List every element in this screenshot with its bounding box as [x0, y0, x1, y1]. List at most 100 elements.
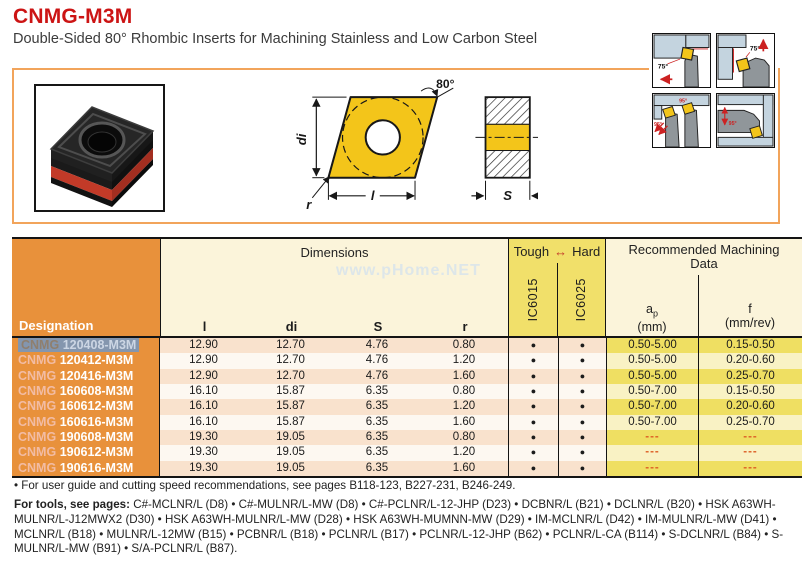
tough-label: Tough — [513, 244, 550, 259]
tools-note: For tools, see pages: C#-MCLNR/L (D8) • … — [14, 498, 802, 557]
holder-angle-label: 95° — [729, 121, 737, 127]
grade-dot-ic6025: ● — [558, 429, 606, 446]
table-row: CNMG 160608-M3M 16.10 15.87 6.35 0.80 ● … — [12, 383, 802, 400]
tough-hard-arrow-icon: ↔ — [554, 244, 568, 259]
holder-diagram-internal-boring: 95° — [716, 93, 775, 148]
grade-dot-ic6015: ● — [508, 414, 558, 430]
designation-cell: CNMG 190616-M3M — [12, 460, 160, 476]
grades-header-cell: Tough ↔ Hard IC6015 IC6025 — [508, 239, 606, 336]
cell-r: 0.80 — [420, 338, 508, 354]
cell-r: 0.80 — [420, 383, 508, 400]
holder-angle-label: 95° — [679, 99, 687, 105]
designation-cell: CNMG 120408-M3M — [12, 338, 160, 354]
grade-dot-ic6025: ● — [558, 399, 606, 415]
cell-f: 0.15-0.50 — [698, 383, 802, 400]
insert-drawing: 80° di l r S — [294, 77, 538, 212]
col-header-r: r — [462, 319, 468, 334]
col-header-l: l — [202, 319, 207, 334]
cell-s: 6.35 — [334, 429, 420, 446]
designation-cell: CNMG 160616-M3M — [12, 414, 160, 430]
machining-data-header-label: Recommended Machining Data — [628, 242, 780, 271]
cell-l: 16.10 — [160, 414, 247, 430]
cell-f: 0.20-0.60 — [698, 399, 802, 415]
user-guide-note: • For user guide and cutting speed recom… — [14, 479, 516, 492]
cell-l: 12.90 — [160, 353, 247, 369]
holder-angle-label: 75° — [750, 44, 760, 52]
page-subtitle: Double-Sided 80° Rhombic Inserts for Mac… — [13, 31, 538, 47]
cell-s: 6.35 — [334, 460, 420, 476]
cell-l: 19.30 — [160, 460, 247, 476]
tools-note-body: C#-MCLNR/L (D8) • C#-MULNR/L-MW (D8) • C… — [14, 498, 784, 556]
cell-ap: 0.50-7.00 — [606, 383, 698, 400]
cell-l: 16.10 — [160, 399, 247, 415]
cell-f: --- — [698, 429, 802, 446]
cell-di: 12.70 — [247, 338, 334, 354]
grade-dot-ic6015: ● — [508, 399, 558, 415]
grade-dot-ic6025: ● — [558, 460, 606, 476]
grade-header-ic6025: IC6025 — [574, 277, 588, 322]
length-label: l — [371, 188, 375, 203]
grade-dot-ic6015: ● — [508, 353, 558, 369]
col-header-s: S — [373, 319, 383, 334]
grade-dot-ic6015: ● — [508, 383, 558, 400]
col-header-di: di — [285, 319, 298, 334]
catalog-table: Designation Dimensions l di S r Tough ↔ … — [12, 237, 802, 478]
col-header-ap: ap (mm) — [637, 301, 667, 335]
cell-r: 1.60 — [420, 460, 508, 476]
cell-di: 19.05 — [247, 429, 334, 446]
cell-r: 0.80 — [420, 429, 508, 446]
col-header-f: f (mm/rev) — [725, 301, 775, 330]
holder-angle-label: 75° — [658, 63, 668, 71]
cell-s: 4.76 — [334, 368, 420, 384]
cell-ap: 0.50-5.00 — [606, 338, 698, 354]
insert-tip — [680, 46, 695, 61]
insert-photo — [34, 84, 165, 212]
cell-ap: 0.50-5.00 — [606, 368, 698, 384]
cell-s: 6.35 — [334, 399, 420, 415]
table-row: CNMG 120416-M3M 12.90 12.70 4.76 1.60 ● … — [12, 368, 802, 384]
cell-s: 6.35 — [334, 445, 420, 461]
cell-di: 15.87 — [247, 414, 334, 430]
holder-diagram-facing: 75° — [716, 33, 775, 88]
cell-ap: --- — [606, 460, 698, 476]
insert-photo-image — [49, 105, 154, 207]
cell-s: 6.35 — [334, 383, 420, 400]
table-row: CNMG 190608-M3M 19.30 19.05 6.35 0.80 ● … — [12, 429, 802, 446]
holder-diagram-shoulder-pair: 95° 95° — [652, 93, 711, 148]
cell-di: 15.87 — [247, 383, 334, 400]
cell-r: 1.60 — [420, 368, 508, 384]
grade-dot-ic6025: ● — [558, 353, 606, 369]
cell-f: 0.20-0.60 — [698, 353, 802, 369]
cell-ap: 0.50-5.00 — [606, 353, 698, 369]
designation-cell: CNMG 190612-M3M — [12, 445, 160, 461]
grade-dot-ic6015: ● — [508, 338, 558, 354]
cell-l: 19.30 — [160, 445, 247, 461]
cell-s: 6.35 — [334, 414, 420, 430]
table-row: CNMG 120408-M3M 12.90 12.70 4.76 0.80 ● … — [12, 338, 802, 354]
tools-note-lead: For tools, see pages: — [14, 498, 130, 511]
designation-header-cell: Designation — [12, 239, 160, 336]
insert-tip — [735, 57, 751, 73]
cell-l: 12.90 — [160, 368, 247, 384]
cell-s: 4.76 — [334, 353, 420, 369]
cell-r: 1.60 — [420, 414, 508, 430]
table-row: CNMG 160616-M3M 16.10 15.87 6.35 1.60 ● … — [12, 414, 802, 430]
grade-header-ic6015: IC6015 — [526, 277, 540, 322]
dimensions-header-cell: Dimensions l di S r — [160, 239, 508, 336]
cell-ap: 0.50-7.00 — [606, 414, 698, 430]
cell-f: 0.25-0.70 — [698, 368, 802, 384]
cell-l: 19.30 — [160, 429, 247, 446]
cell-f: --- — [698, 445, 802, 461]
table-header: Designation Dimensions l di S r Tough ↔ … — [12, 239, 802, 338]
cell-f: --- — [698, 460, 802, 476]
grade-dot-ic6025: ● — [558, 383, 606, 400]
cell-di: 19.05 — [247, 445, 334, 461]
cell-di: 19.05 — [247, 460, 334, 476]
table-row: CNMG 160612-M3M 16.10 15.87 6.35 1.20 ● … — [12, 399, 802, 415]
dimensions-header-label: Dimensions — [300, 245, 369, 260]
designation-cell: CNMG 120412-M3M — [12, 353, 160, 369]
hard-label: Hard — [572, 244, 601, 259]
cell-f: 0.25-0.70 — [698, 414, 802, 430]
cell-di: 12.70 — [247, 368, 334, 384]
